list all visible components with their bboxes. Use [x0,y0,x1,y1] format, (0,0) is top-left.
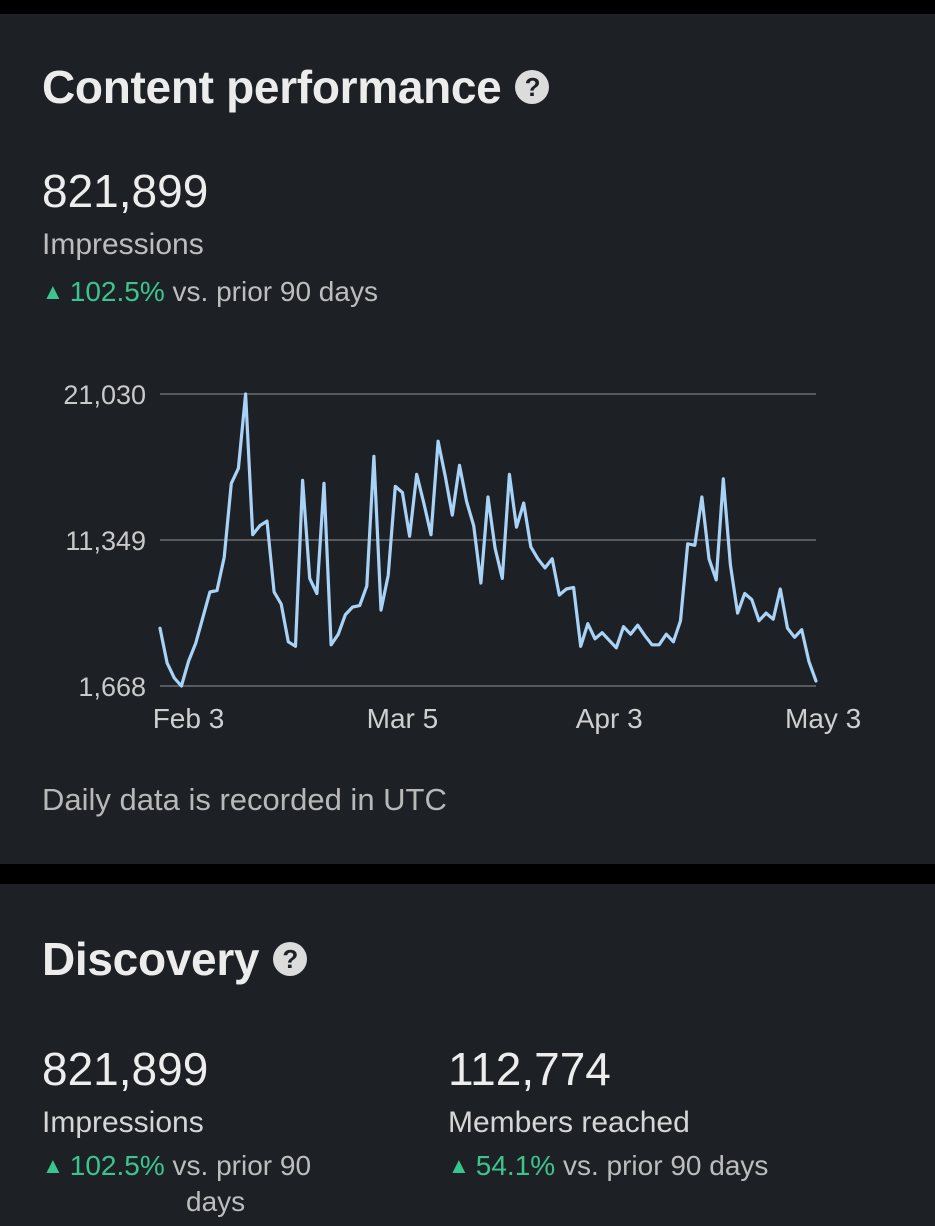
impressions-series-line [158,392,818,688]
help-icon[interactable]: ? [273,941,308,976]
members-reached-change: ▲ 54.1% vs. prior 90 days [448,1150,768,1182]
y-tick-label: 1,668 [78,672,146,702]
discovery-impressions-label: Impressions [42,1106,204,1139]
impressions-change: ▲ 102.5% vs. prior 90 days [42,276,378,308]
impressions-line-chart[interactable]: 21,030 11,349 1,668 Feb 3 Mar 5 Apr 3 May 3 [0,354,935,744]
utc-footnote: Daily data is recorded in UTC [42,782,447,817]
content-performance-title-row: Content performance? [42,60,550,114]
x-tick-label: May 3 [785,703,861,734]
change-suffix: vs. prior 90 days [172,276,378,307]
x-tick-label: Apr 3 [576,703,643,734]
change-suffix-continued: days [186,1186,246,1217]
discovery-impressions-change: ▲ 102.5% vs. prior 90 [42,1150,311,1182]
x-tick-label: Mar 5 [367,703,439,734]
triangle-up-icon: ▲ [448,1153,470,1178]
change-percent: 54.1% [475,1150,556,1181]
triangle-up-icon: ▲ [42,1153,64,1178]
impressions-label: Impressions [42,228,204,261]
change-percent: 102.5% [69,276,165,307]
change-suffix: vs. prior 90 days [562,1150,769,1181]
x-tick-label: Feb 3 [153,703,225,734]
triangle-up-icon: ▲ [42,279,64,304]
help-icon[interactable]: ? [515,69,550,104]
section-title: Discovery [42,933,260,985]
page-title: Content performance [42,61,502,113]
change-suffix: vs. prior 90 [172,1150,312,1181]
impressions-value: 821,899 [42,165,209,217]
y-tick-label: 21,030 [63,380,146,410]
members-reached-label: Members reached [448,1106,690,1139]
discovery-card: Discovery? 821,899 Impressions ▲ 102.5% v… [0,884,935,1226]
discovery-impressions-value: 821,899 [42,1043,209,1095]
members-reached-value: 112,774 [448,1043,611,1095]
discovery-title-row: Discovery? [42,932,308,986]
y-tick-label: 11,349 [65,526,146,556]
change-percent: 102.5% [69,1150,165,1181]
content-performance-card: Content performance? 821,899 Impressions… [0,14,935,864]
